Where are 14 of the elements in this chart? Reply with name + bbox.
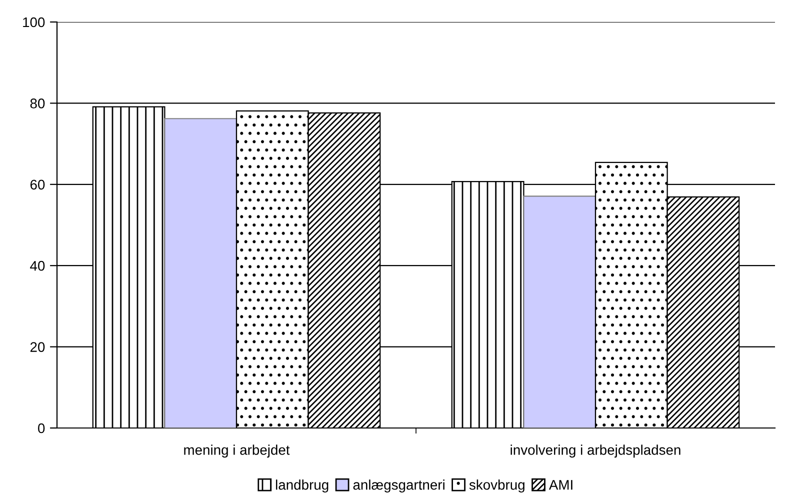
y-tick-label: 80	[30, 98, 45, 108]
legend-label: anlægsgartneri	[353, 480, 444, 493]
x-tick-label: involvering i arbejdspladsen	[510, 444, 680, 458]
bar	[164, 118, 238, 428]
y-tick-label: 40	[30, 260, 45, 271]
legend-label: skovbrug	[469, 480, 524, 493]
x-tick-label: mening i arbejdet	[184, 444, 290, 458]
legend-label: landbrug	[276, 480, 328, 493]
y-tick-label: 0	[38, 423, 45, 434]
bar	[523, 196, 596, 428]
y-tick-label: 60	[30, 180, 45, 190]
y-tick-label: 20	[30, 342, 45, 352]
legend-label: AMI	[548, 480, 572, 490]
y-tick-label: 100	[23, 17, 45, 28]
